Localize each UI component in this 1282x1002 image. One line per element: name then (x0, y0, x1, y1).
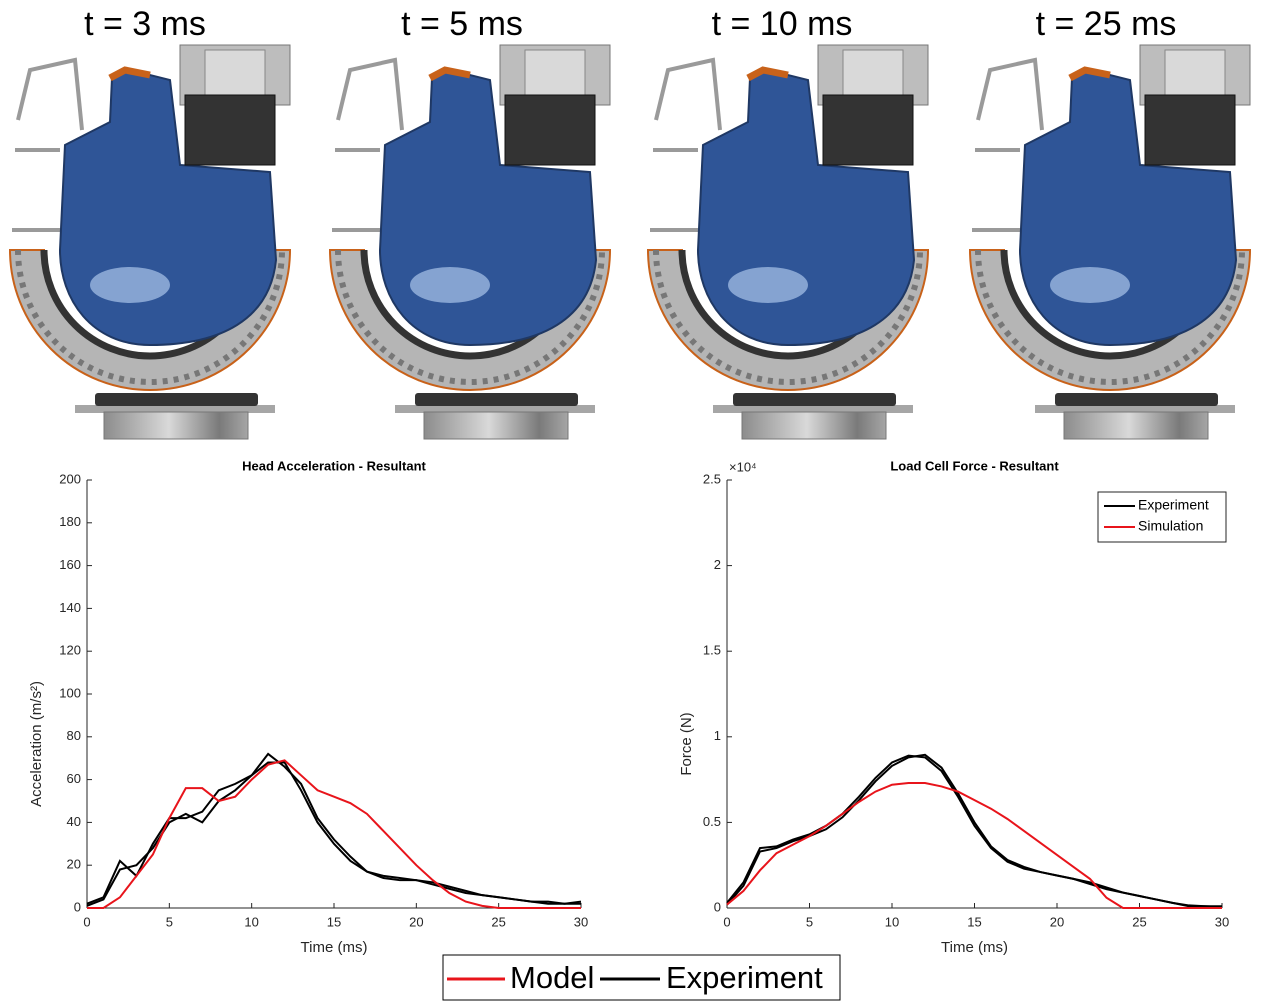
x-axis-label: Time (ms) (301, 939, 368, 956)
y-tick-label: 1.5 (703, 643, 721, 658)
x-tick-label: 20 (409, 914, 423, 929)
chart-title: Head Acceleration - Resultant (242, 458, 426, 473)
helmet-illustration (10, 45, 290, 439)
y-tick-label: 60 (67, 771, 81, 786)
panel-label: t = 10 ms (712, 5, 853, 43)
y-tick-label: 100 (59, 685, 81, 700)
helmet-illustration (970, 45, 1250, 439)
x-tick-label: 15 (327, 914, 341, 929)
y-tick-label: 200 (59, 471, 81, 486)
y-tick-label: 0 (74, 899, 81, 914)
y-tick-label: 40 (67, 814, 81, 829)
y-tick-label: 140 (59, 600, 81, 615)
x-tick-label: 5 (806, 914, 813, 929)
x-tick-label: 10 (244, 914, 258, 929)
y-axis-label: Acceleration (m/s²) (28, 681, 45, 807)
helmet-illustration (330, 45, 610, 439)
y-tick-label: 120 (59, 643, 81, 658)
y-axis-label: Force (N) (678, 712, 695, 775)
y-tick-label: 20 (67, 857, 81, 872)
data-line (87, 760, 581, 908)
y-tick-label: 0 (714, 899, 721, 914)
x-tick-label: 0 (723, 914, 730, 929)
legend-label: Experiment (666, 960, 823, 995)
x-tick-label: 10 (885, 914, 899, 929)
x-tick-label: 15 (967, 914, 981, 929)
data-line (87, 762, 581, 903)
y-tick-label: 160 (59, 557, 81, 572)
y-tick-label: 180 (59, 514, 81, 529)
panel-label: t = 3 ms (84, 5, 206, 43)
x-axis-label: Time (ms) (941, 939, 1008, 956)
y-tick-label: 2.5 (703, 471, 721, 486)
legend-label: Model (510, 960, 594, 995)
helmet-illustration (648, 45, 928, 439)
x-tick-label: 25 (491, 914, 505, 929)
data-line (727, 755, 1222, 907)
x-tick-label: 30 (574, 914, 588, 929)
y-tick-label: 2 (714, 557, 721, 572)
panel-label: t = 25 ms (1036, 5, 1177, 43)
x-tick-label: 5 (166, 914, 173, 929)
panel-label: t = 5 ms (401, 5, 523, 43)
y-tick-label: 1 (714, 728, 721, 743)
y-multiplier: ×10⁴ (729, 459, 757, 474)
x-tick-label: 25 (1132, 914, 1146, 929)
legend-label: Experiment (1138, 497, 1209, 513)
x-tick-label: 30 (1215, 914, 1229, 929)
bottom-legend: Model Experiment (443, 955, 840, 1000)
data-line (727, 783, 1222, 908)
legend-label: Simulation (1138, 518, 1203, 534)
x-tick-label: 20 (1050, 914, 1064, 929)
y-tick-label: 0.5 (703, 814, 721, 829)
chart-title: Load Cell Force - Resultant (890, 458, 1059, 473)
illustrations (10, 45, 1250, 439)
x-tick-label: 0 (83, 914, 90, 929)
figure: t = 3 ms t = 5 ms t = 10 ms t = 25 ms Mo… (0, 0, 1282, 1002)
y-tick-label: 80 (67, 728, 81, 743)
data-line (727, 756, 1222, 907)
